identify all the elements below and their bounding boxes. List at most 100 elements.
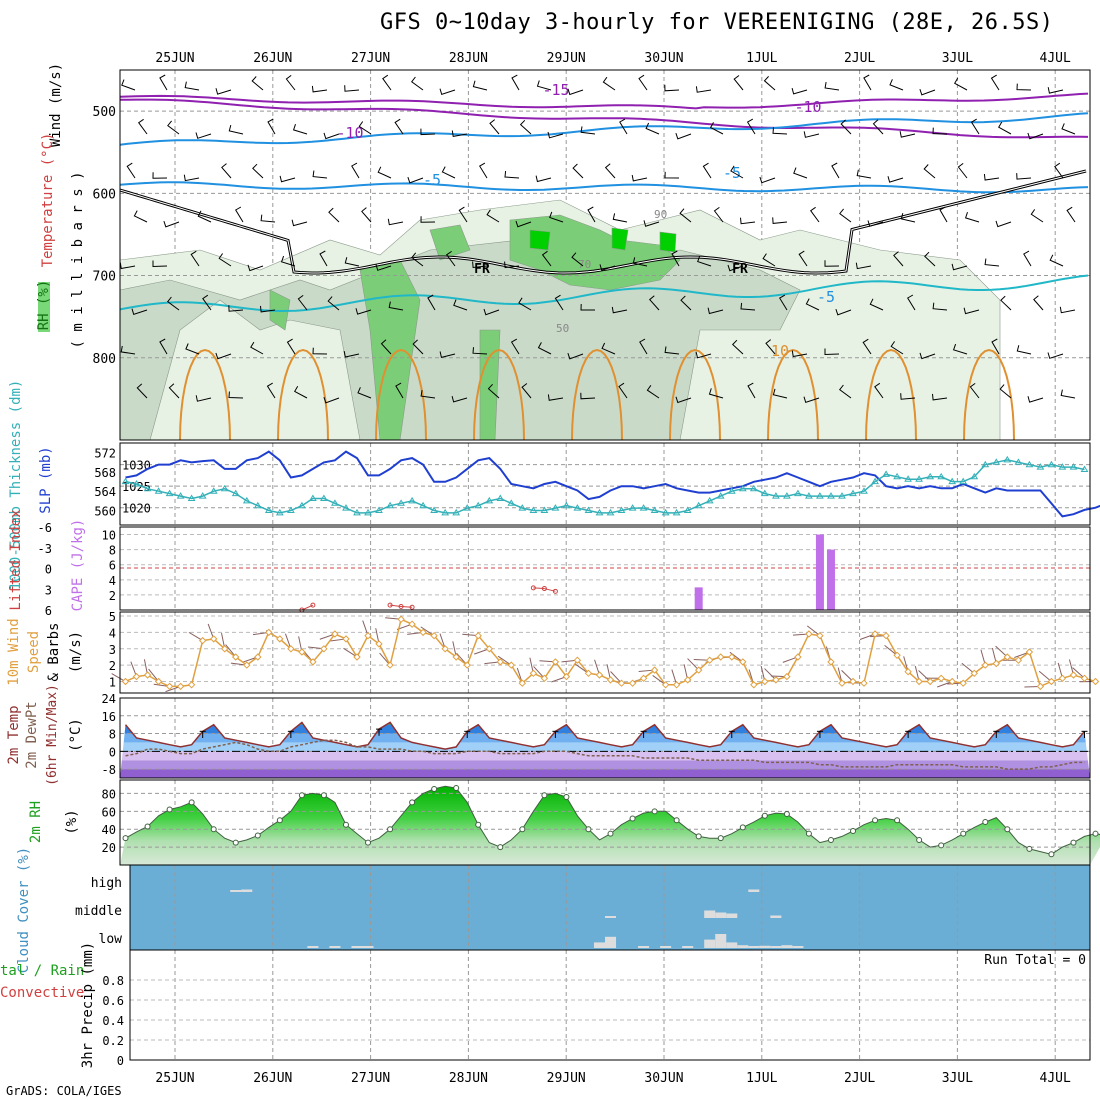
date-label-bottom: 1JUL [746, 1071, 777, 1086]
rh-marker [320, 792, 327, 799]
thickness-marker [794, 489, 802, 497]
temp-tick-label: 24 [102, 692, 116, 706]
wind-speed-marker [661, 681, 670, 689]
wind-speed-marker [606, 676, 615, 684]
wind-barb [838, 384, 852, 399]
wind-panel-bg [120, 612, 1090, 693]
thickness-marker [937, 472, 946, 480]
wind-barb [1054, 162, 1064, 179]
thickness-marker [1025, 460, 1034, 468]
wind-barb [312, 347, 328, 355]
wind-ylabel-2: Speed [26, 631, 42, 673]
wind-barb [439, 351, 456, 359]
rh-marker [607, 830, 614, 837]
wind-barb [664, 84, 680, 92]
wind-barb [824, 348, 840, 356]
wind-speed-marker [331, 630, 339, 638]
wind-speed-marker [981, 661, 990, 669]
wind-barb [504, 170, 520, 179]
wind-barb [798, 250, 808, 267]
precip-tick-label: 0.4 [102, 1014, 124, 1028]
wind-speed-marker [397, 615, 405, 624]
wind-barb [554, 294, 564, 311]
wind-barb [759, 176, 776, 184]
cloud-cell [351, 946, 363, 948]
wind-barb [294, 385, 308, 399]
rh-marker [673, 817, 680, 824]
wind-barb [235, 206, 244, 223]
wind-speed-marker [430, 631, 438, 640]
wind-barb [159, 74, 168, 91]
slp-tick-label: 1030 [122, 459, 151, 473]
wind-speed-marker [705, 656, 714, 664]
li-segment [301, 604, 314, 611]
wind-speed-marker [220, 645, 229, 653]
thickness-marker [143, 484, 152, 492]
temp-contour-minus10 [119, 98, 1089, 139]
wind-barb [619, 118, 628, 135]
wind-barb [388, 301, 404, 311]
date-label-top: 4JUL [1040, 51, 1071, 66]
wind-barb [451, 130, 468, 137]
wind-barb [260, 305, 276, 313]
temp-contour-minus15 [119, 92, 1089, 110]
thickness-marker [507, 499, 516, 506]
cloud-cell [792, 946, 804, 948]
precip-tick-label: 0.8 [102, 974, 124, 988]
wind-barb [919, 88, 936, 96]
precip-ylabel-total: tal / Rain [0, 963, 84, 979]
rh-contour-label: 50 [556, 322, 569, 335]
temp-contour-label: -5 [423, 171, 441, 189]
wind-speed-marker [507, 661, 516, 669]
rh-marker [894, 817, 901, 824]
freezing-level-label: FR [474, 262, 490, 277]
thickness-marker [805, 492, 813, 499]
wind-speed-marker [408, 620, 416, 628]
rh-marker [144, 823, 151, 830]
cape-bar [815, 534, 824, 610]
wind-barb [900, 393, 916, 400]
wind-barb-10m [764, 668, 777, 681]
thickness-marker [606, 508, 615, 516]
wind-barb-10m [188, 631, 203, 642]
wind-barb [779, 294, 788, 311]
thickness-marker [915, 475, 923, 482]
wind-barb [126, 162, 136, 179]
temp-contour-minus5-upper [119, 112, 1089, 146]
wind-barb [323, 132, 340, 140]
wind-barb [120, 345, 136, 355]
wind-speed-marker [386, 661, 394, 669]
thickness-marker [992, 458, 1001, 465]
thickness-marker [242, 496, 251, 504]
rh-marker [342, 821, 349, 828]
cloud-cell [715, 912, 727, 918]
cloud-ylabel: Cloud Cover (%) [16, 847, 32, 973]
wind-barb [479, 162, 488, 179]
wind-barb [999, 384, 1012, 399]
date-label-top: 3JUL [942, 51, 973, 66]
date-label-bottom: 4JUL [1040, 1071, 1071, 1086]
run-total-label: Run Total = 0 [984, 953, 1086, 968]
wind-speed-marker [772, 676, 780, 684]
thickness-marker [298, 501, 306, 509]
wind-barb [1047, 352, 1064, 359]
pressure-tick-label: 500 [93, 105, 116, 120]
thickness-marker [264, 506, 273, 513]
temp-contour-label: -5 [723, 164, 741, 182]
wind-barb [515, 220, 532, 228]
date-label-top: 1JUL [746, 51, 777, 66]
wind-barb [675, 396, 692, 404]
thickness-marker [375, 506, 383, 513]
wind-barb [427, 294, 436, 311]
wind-speed-marker [816, 631, 824, 640]
wind-barb [611, 306, 628, 314]
wind-barb [536, 80, 552, 91]
wind-barb [420, 216, 436, 223]
rh-marker [298, 792, 305, 799]
wind-barb [167, 120, 180, 135]
wind-barb [291, 219, 308, 227]
wind-speed-marker [496, 658, 505, 666]
cape-panel-frame [119, 526, 1091, 611]
wind-barb [228, 391, 244, 399]
rh-marker [717, 835, 724, 842]
